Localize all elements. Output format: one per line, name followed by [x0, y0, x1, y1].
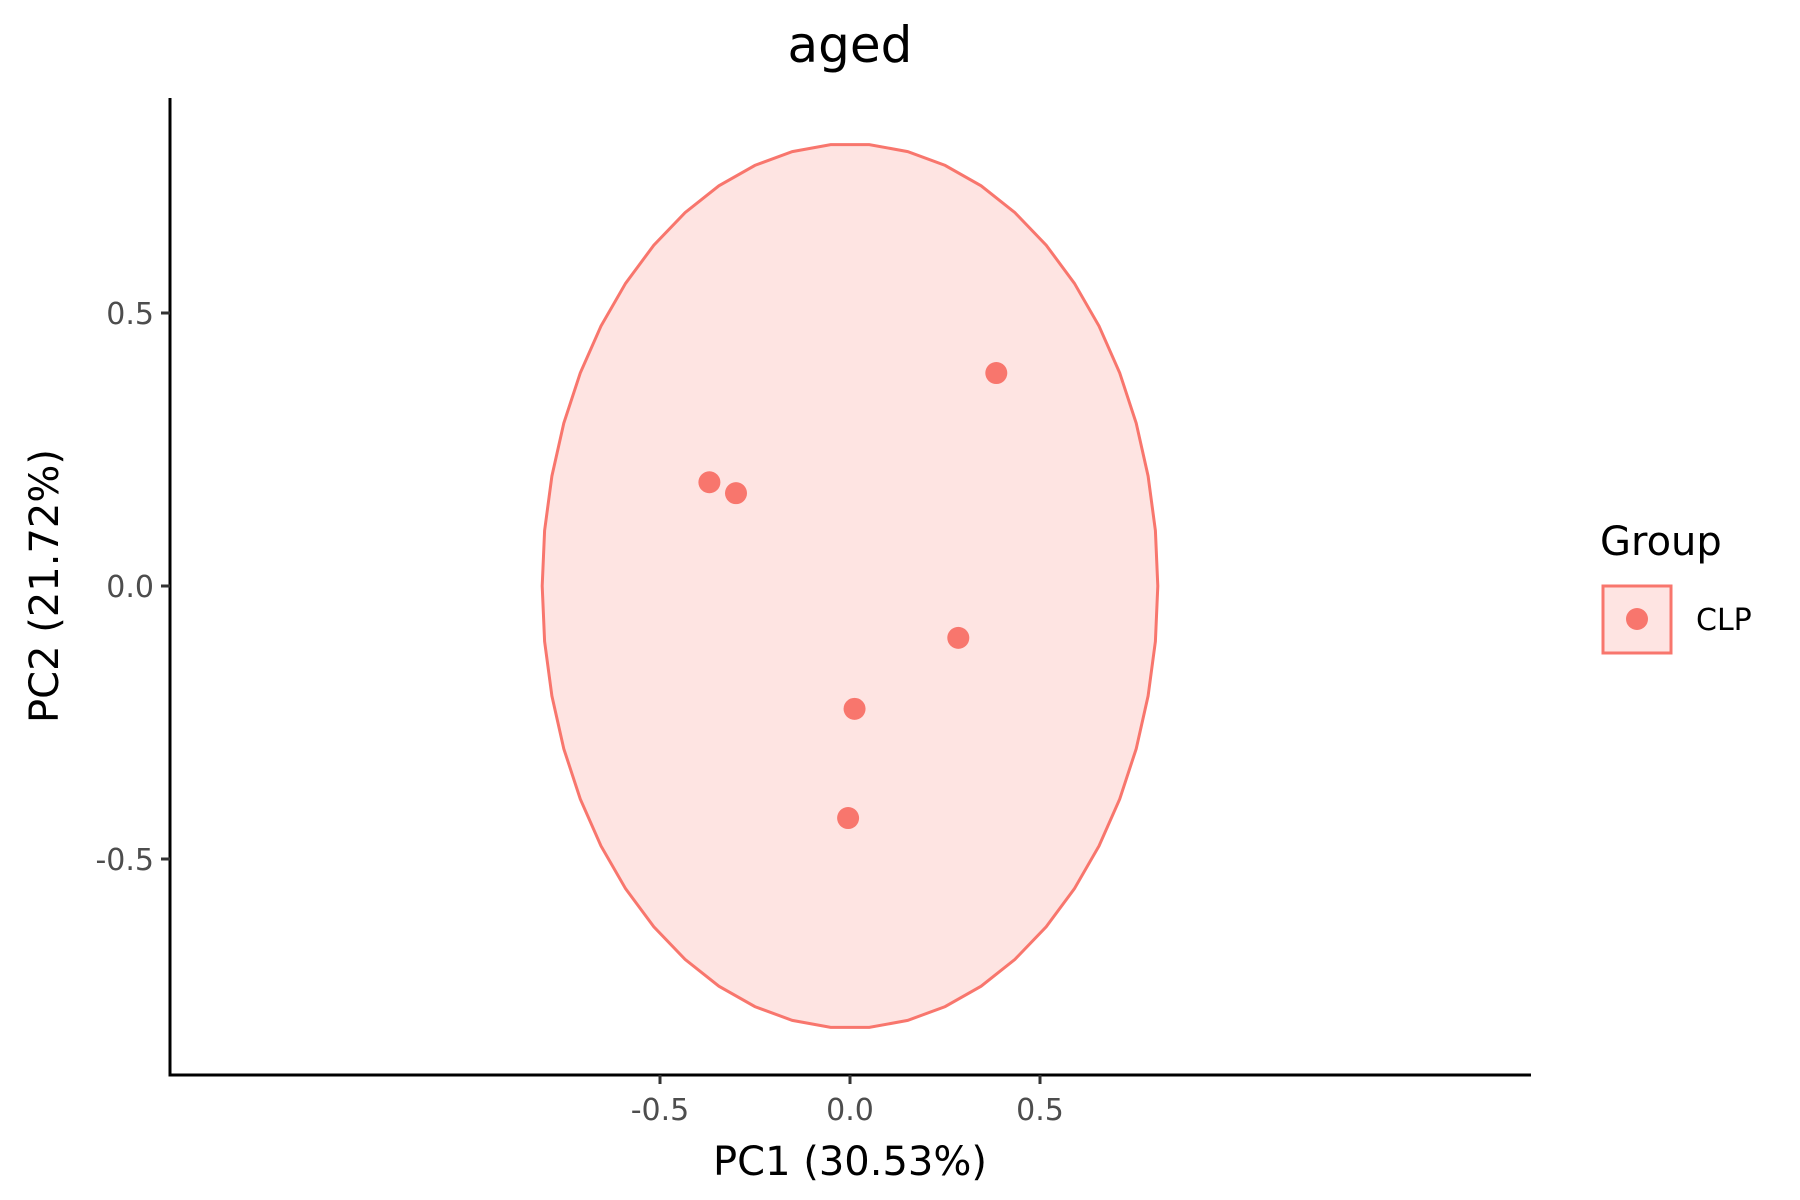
x-axis-ticks: -0.5 0.0 0.5	[631, 1075, 1064, 1128]
legend-title: Group	[1600, 519, 1722, 565]
confidence-ellipse-0	[540, 143, 1160, 1029]
y-axis-ticks: -0.5 0.0 0.5	[95, 297, 170, 878]
x-axis-title: PC1 (30.53%)	[713, 1139, 987, 1185]
data-point	[985, 362, 1008, 385]
y-tick-label: -0.5	[95, 843, 154, 878]
data-point	[837, 807, 860, 830]
y-tick-label: 0.0	[106, 570, 154, 605]
chart-title: aged	[788, 16, 913, 74]
data-point	[725, 482, 747, 505]
legend-key-point	[1626, 608, 1648, 630]
data-point	[843, 697, 866, 720]
x-tick-label: -0.5	[631, 1093, 690, 1128]
confidence-ellipse-layer	[540, 143, 1160, 1029]
points-layer	[698, 362, 1008, 830]
y-axis-title: PC2 (21.72%)	[22, 449, 68, 723]
data-point	[698, 471, 721, 494]
data-point	[947, 626, 970, 649]
legend: Group CLP	[1600, 519, 1752, 655]
y-tick-label: 0.5	[106, 297, 154, 332]
x-tick-label: 0.5	[1016, 1093, 1064, 1128]
x-tick-label: 0.0	[826, 1093, 874, 1128]
legend-entry-clp: CLP	[1696, 603, 1752, 638]
